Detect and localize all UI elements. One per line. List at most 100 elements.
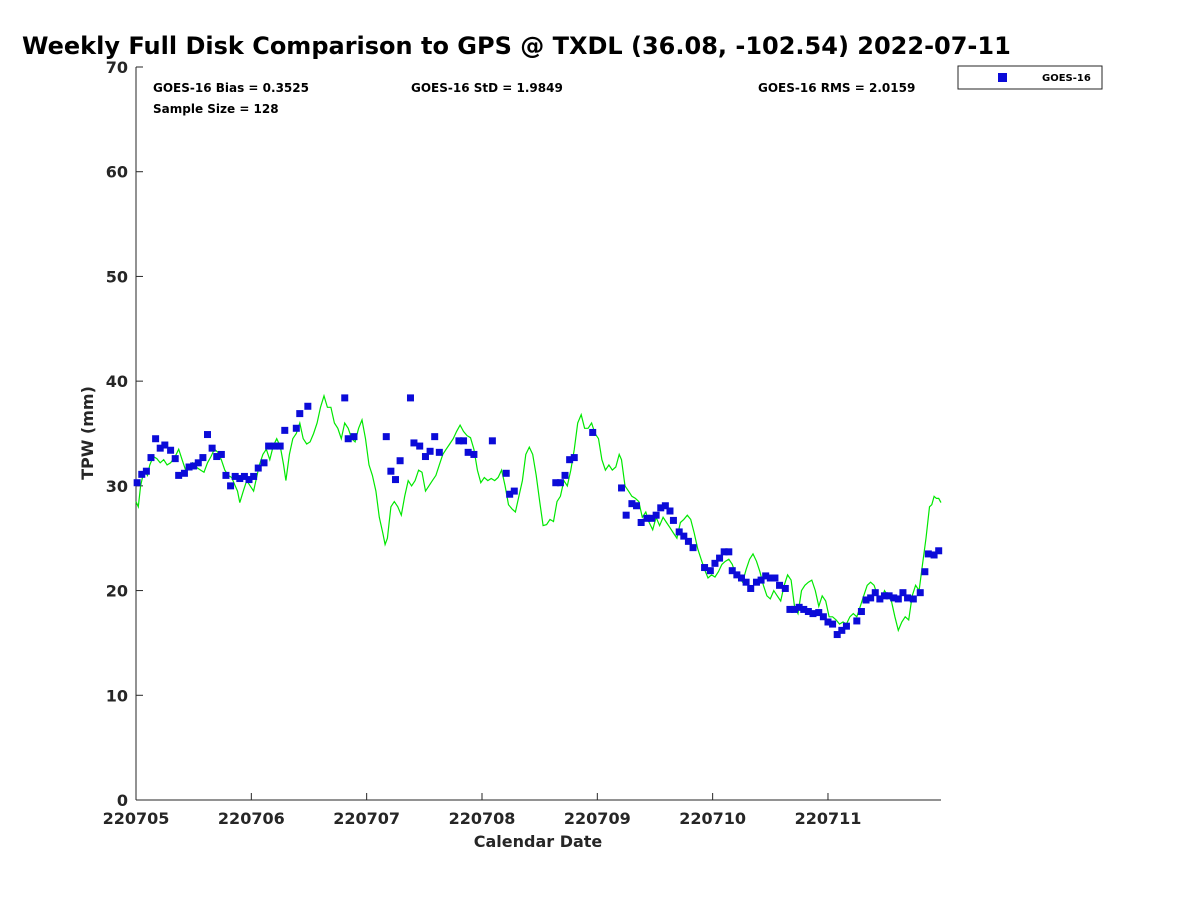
goes16-data-point bbox=[618, 484, 626, 492]
goes16-data-point bbox=[350, 433, 358, 441]
sample-size-text: Sample Size = 128 bbox=[153, 102, 279, 116]
goes16-data-point bbox=[675, 528, 683, 536]
goes16-data-point bbox=[566, 456, 574, 464]
goes16-data-point bbox=[236, 475, 244, 483]
goes16-data-point bbox=[502, 469, 510, 477]
goes16-data-point bbox=[589, 428, 597, 436]
goes16-data-point bbox=[637, 519, 645, 527]
x-tick-label: 220708 bbox=[449, 809, 516, 828]
goes16-data-point bbox=[680, 532, 688, 540]
bias-text: GOES-16 Bias = 0.3525 bbox=[153, 81, 309, 95]
goes16-data-point bbox=[800, 605, 808, 613]
goes16-data-point bbox=[152, 435, 160, 443]
goes16-data-point bbox=[147, 454, 155, 462]
goes16-data-point bbox=[296, 410, 304, 418]
goes16-data-point bbox=[281, 426, 289, 434]
goes16-data-point bbox=[771, 574, 779, 582]
plot-area bbox=[135, 67, 941, 801]
goes16-data-point bbox=[842, 622, 850, 630]
goes16-data-point bbox=[924, 550, 932, 558]
goes16-data-point bbox=[628, 500, 636, 508]
goes16-data-point bbox=[809, 610, 817, 618]
legend-box bbox=[957, 65, 1103, 90]
goes16-data-point bbox=[470, 450, 478, 458]
y-axis-label: TPW (mm) bbox=[78, 386, 97, 480]
goes16-data-point bbox=[622, 511, 630, 519]
goes16-data-point bbox=[460, 437, 468, 445]
y-tick-label: 10 bbox=[106, 686, 128, 705]
goes16-data-point bbox=[762, 572, 770, 580]
goes16-data-point bbox=[795, 603, 803, 611]
goes16-data-point bbox=[426, 447, 434, 455]
goes16-data-point bbox=[701, 564, 709, 572]
goes16-data-point bbox=[161, 441, 169, 449]
goes16-data-point bbox=[265, 442, 273, 450]
goes16-data-point bbox=[435, 448, 443, 456]
goes16-data-point bbox=[431, 433, 439, 441]
goes16-data-point bbox=[142, 467, 150, 475]
goes16-data-point bbox=[240, 472, 248, 480]
goes16-data-point bbox=[657, 504, 665, 512]
goes16-data-point bbox=[391, 476, 399, 484]
goes16-data-point bbox=[757, 576, 765, 584]
goes16-data-point bbox=[737, 574, 745, 582]
goes16-data-point bbox=[716, 554, 724, 562]
y-tick-label: 50 bbox=[106, 267, 128, 286]
x-axis-ticks: 220705 220706 220707 220708 220709 220710 2207… bbox=[103, 793, 861, 828]
goes16-data-point bbox=[776, 581, 784, 589]
goes16-data-point bbox=[138, 470, 146, 478]
goes16-data-point bbox=[270, 442, 278, 450]
goes16-data-point bbox=[561, 471, 569, 479]
goes16-data-point bbox=[421, 453, 429, 461]
goes16-data-point bbox=[213, 453, 221, 461]
goes16-data-point bbox=[921, 568, 929, 576]
goes16-data-point bbox=[552, 479, 560, 487]
goes16-data-point bbox=[260, 459, 268, 467]
goes16-data-point bbox=[464, 448, 472, 456]
goes16-data-point bbox=[167, 446, 175, 454]
goes16-data-point bbox=[217, 450, 225, 458]
goes16-data-point bbox=[344, 435, 352, 443]
goes16-data-point bbox=[909, 595, 917, 603]
goes16-data-point bbox=[824, 618, 832, 626]
y-tick-label: 0 bbox=[117, 791, 128, 810]
y-tick-label: 60 bbox=[106, 163, 128, 182]
goes16-data-point bbox=[652, 511, 660, 519]
goes16-data-point bbox=[506, 490, 514, 498]
x-tick-label: 220710 bbox=[679, 809, 746, 828]
goes16-data-point bbox=[706, 567, 714, 575]
goes16-data-point bbox=[254, 464, 262, 472]
goes16-data-point bbox=[416, 442, 424, 450]
goes16-data-point bbox=[689, 544, 697, 552]
goes16-data-point bbox=[885, 592, 893, 600]
goes16-data-point bbox=[791, 605, 799, 613]
goes16-data-point bbox=[871, 589, 879, 597]
goes16-data-point bbox=[406, 394, 414, 402]
goes16-data-point bbox=[304, 402, 312, 410]
rms-text: GOES-16 RMS = 2.0159 bbox=[758, 81, 915, 95]
goes16-data-point bbox=[720, 548, 728, 556]
y-axis-ticks: 0 10 20 30 40 50 60 70 bbox=[106, 58, 143, 810]
goes16-data-point bbox=[916, 589, 924, 597]
goes16-data-point bbox=[857, 608, 865, 616]
goes16-data-point bbox=[880, 592, 888, 600]
goes16-data-point bbox=[752, 578, 760, 586]
goes16-data-point bbox=[935, 547, 943, 555]
goes16-data-point bbox=[742, 578, 750, 586]
goes16-data-point bbox=[382, 433, 390, 441]
y-tick-label: 40 bbox=[106, 372, 128, 391]
goes16-data-point bbox=[930, 551, 938, 559]
goes16-data-point bbox=[904, 594, 912, 602]
goes16-data-point bbox=[199, 454, 207, 462]
std-text: GOES-16 StD = 1.9849 bbox=[411, 81, 563, 95]
goes16-data-point bbox=[733, 571, 741, 579]
goes16-data-point bbox=[786, 605, 794, 613]
goes16-data-point bbox=[899, 589, 907, 597]
goes16-data-point bbox=[190, 462, 198, 470]
goes16-data-point bbox=[666, 507, 674, 515]
legend-goes16-label: GOES-16 bbox=[1042, 73, 1091, 84]
goes16-series-layer bbox=[133, 394, 943, 639]
goes16-data-point bbox=[838, 626, 846, 634]
goes16-data-point bbox=[341, 394, 349, 402]
